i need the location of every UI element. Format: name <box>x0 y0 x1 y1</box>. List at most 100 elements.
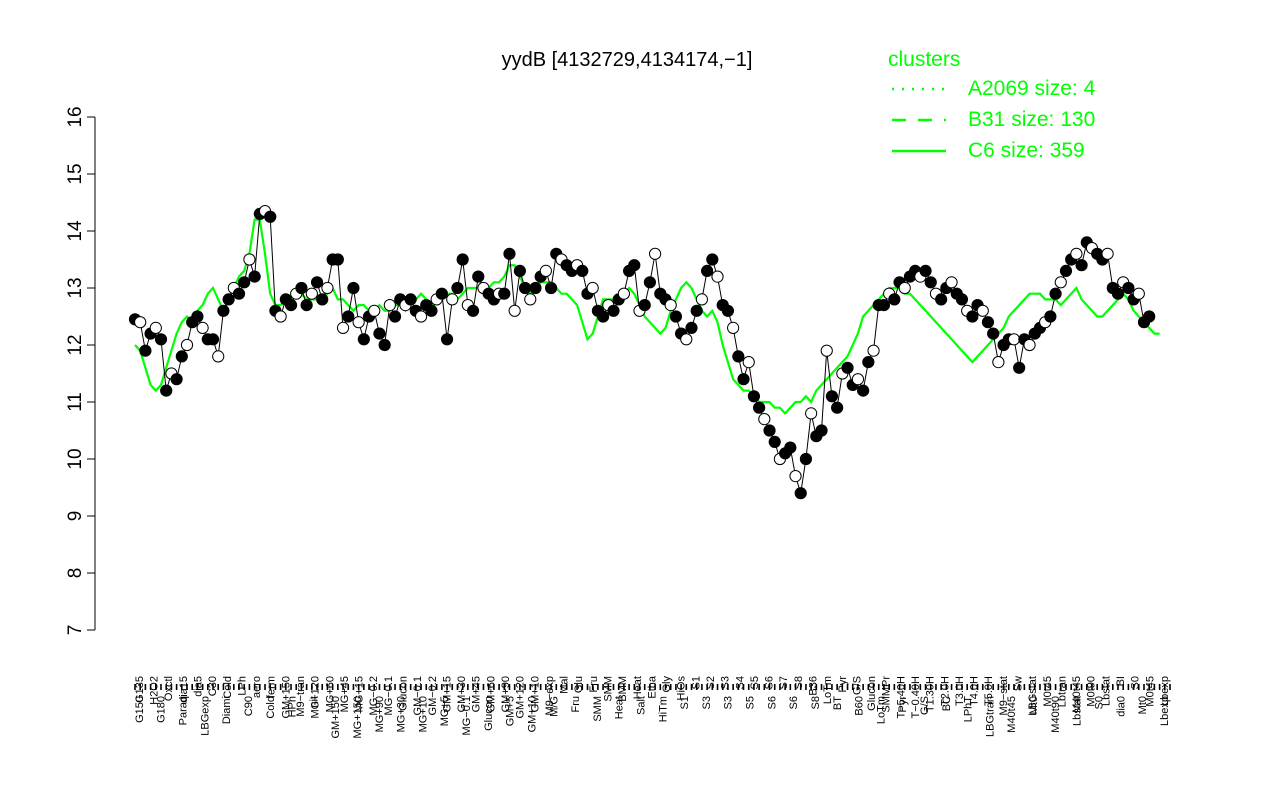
x-tick-label: GM+45 <box>471 676 483 712</box>
x-tick-label: LBGstat <box>1027 676 1039 716</box>
data-point <box>1070 247 1083 260</box>
x-tick-label: ferm <box>266 676 278 698</box>
x-tick-label: M0t45 <box>1042 676 1054 707</box>
x-tick-label: SMM <box>602 676 614 702</box>
data-point <box>513 264 526 277</box>
x-tick-label: M40t90 <box>1050 696 1062 733</box>
data-point <box>1111 287 1125 300</box>
data-point <box>435 287 448 300</box>
data-point <box>529 281 542 295</box>
data-point <box>643 276 656 289</box>
y-tick-label: 12 <box>65 334 86 355</box>
x-tick-label: HiOs <box>676 676 688 701</box>
data-point <box>638 299 651 312</box>
x-tick-label: MG−0.1 <box>383 676 395 715</box>
x-tick-label: Glucon <box>866 676 878 711</box>
x-tick-label: Glucon <box>397 676 409 711</box>
x-tick-label: M40t45 <box>1071 676 1083 713</box>
x-tick-label: T3.0H <box>954 676 966 706</box>
y-tick-label: 7 <box>65 625 86 636</box>
x-tick-label: BMM <box>617 676 629 702</box>
data-point <box>841 361 854 374</box>
legend-title: clusters <box>888 48 960 71</box>
x-tick-label: LPh <box>236 676 248 696</box>
data-point <box>196 321 209 334</box>
x-tick-label: M9−tran <box>295 676 307 717</box>
data-point <box>451 281 464 295</box>
x-axis-labels-bottom: G150 G180 Paraq LBGexp Diami C90 Cold HPh nit GM+… <box>134 696 1171 739</box>
data-point <box>212 350 225 363</box>
data-point <box>799 452 813 466</box>
x-tick-label: M0t45 <box>1144 676 1156 707</box>
data-point <box>388 310 402 323</box>
data-point <box>737 373 750 386</box>
data-point <box>753 401 766 414</box>
x-tick-label: HPh <box>287 696 299 717</box>
data-point <box>139 344 152 357</box>
y-tick-label: 10 <box>65 448 86 469</box>
data-point <box>898 281 911 295</box>
x-tick-label: S4 <box>734 676 746 689</box>
x-tick-label: Lbexp <box>1159 676 1171 706</box>
x-tick-label: GM+120 <box>515 676 527 719</box>
data-point <box>305 287 318 300</box>
data-point <box>1049 287 1062 300</box>
x-tick-label: SMM <box>592 696 604 722</box>
y-tick-label: 8 <box>65 568 86 579</box>
data-point <box>789 470 802 483</box>
x-tick-label: G135 <box>134 676 146 703</box>
data-point <box>649 247 662 260</box>
x-tick-label: MG+90 <box>374 696 386 732</box>
x-tick-label: S7 <box>778 676 790 689</box>
x-tick-label: Heat <box>614 696 626 719</box>
x-tick-label: G150 <box>134 696 146 723</box>
data-point <box>295 281 308 295</box>
x-tick-label: S5 <box>745 696 757 709</box>
data-point <box>981 316 995 329</box>
x-tick-label: Pyr <box>897 696 909 713</box>
x-tick-label: S3 <box>720 676 732 689</box>
x-tick-label: H2O2 <box>149 676 161 705</box>
x-tick-label: SMMPr <box>881 676 893 713</box>
data-point <box>368 304 381 317</box>
data-point <box>987 327 1000 340</box>
x-tick-label: S1 <box>679 696 691 709</box>
x-tick-label: Diami <box>221 696 233 724</box>
x-tick-label: B36 <box>807 676 819 696</box>
data-point <box>1075 259 1088 272</box>
x-tick-label: T−5.40H <box>895 676 907 719</box>
data-point <box>466 304 480 317</box>
data-point <box>685 321 698 334</box>
x-tick-label: Fru <box>588 676 600 693</box>
data-point <box>498 287 511 300</box>
data-point <box>222 293 235 306</box>
data-point <box>175 350 188 363</box>
data-point <box>758 413 771 426</box>
data-point <box>503 247 516 260</box>
x-tick-label: GM+15 <box>441 676 453 712</box>
data-point <box>206 333 220 346</box>
data-point <box>596 310 610 323</box>
data-point <box>446 293 459 306</box>
x-tick-label: T4.0H <box>969 676 981 706</box>
x-tick-label: Fru <box>570 696 582 713</box>
data-point <box>711 270 724 283</box>
data-point <box>518 281 532 295</box>
x-tick-label: LBGexp <box>199 696 211 736</box>
y-axis: 7 8 9 10 11 12 13 14 15 16 <box>65 106 96 636</box>
data-point <box>331 253 344 266</box>
data-point <box>586 281 599 295</box>
x-tick-label: MG+10 <box>417 696 429 732</box>
x-tick-label: Mal <box>559 676 571 694</box>
x-tick-label: MG+60 <box>324 676 336 712</box>
x-tick-label: Etha <box>646 675 658 699</box>
data-point <box>316 293 329 306</box>
x-tick-label: BC <box>941 696 953 711</box>
x-tick-label: dia5 <box>192 676 204 697</box>
x-tick-label: T−0.40H <box>910 676 922 719</box>
data-point <box>154 333 168 346</box>
data-point <box>992 356 1005 369</box>
data-point <box>310 276 324 289</box>
data-point <box>1023 338 1036 352</box>
